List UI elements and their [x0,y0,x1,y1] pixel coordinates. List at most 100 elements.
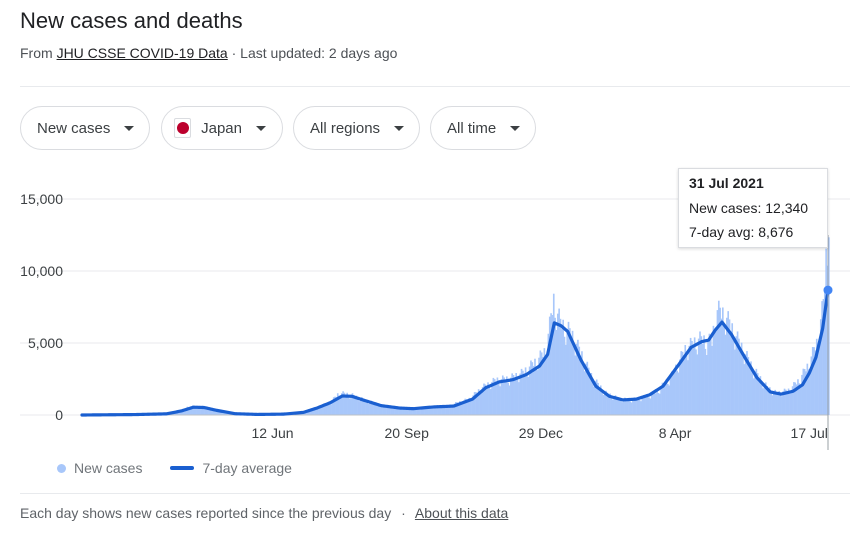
source-prefix: From [20,45,57,61]
case-bar [205,406,208,415]
case-bar [790,392,793,415]
case-bar [730,330,732,415]
case-bar [538,357,540,415]
y-tick-label: 5,000 [28,335,63,351]
country-dropdown[interactable]: Japan [161,106,283,150]
case-bar [426,406,429,415]
case-bar [555,329,558,415]
case-bar [460,403,463,415]
case-bar [441,407,444,415]
case-bar [218,410,221,415]
case-bar [374,402,377,415]
case-bar [577,339,579,415]
case-bar [766,385,768,415]
case-bar [487,382,489,415]
case-bar [452,406,454,415]
case-bar [613,396,615,415]
case-bar [406,408,409,415]
case-bar [523,373,526,415]
case-bar [617,399,619,415]
region-dropdown[interactable]: All regions [293,106,420,150]
case-bar [393,406,395,415]
case-bar [497,383,500,415]
case-bar [204,407,206,415]
x-tick-label: 20 Sep [385,425,430,441]
case-bar [488,387,491,415]
case-bar [628,398,630,415]
case-bar [634,398,637,415]
case-bar [560,329,563,415]
case-bar [598,387,601,415]
tooltip-new-cases: New cases: 12,340 [689,200,809,216]
cases-chart[interactable]: 0 5,000 10,000 15,000 12 Jun 20 Sep 29 Dec 8 Ap… [0,160,850,455]
case-bar [747,357,750,415]
case-bar [413,409,416,415]
case-bar [740,342,743,415]
case-bar [672,371,674,415]
case-bar [810,356,813,415]
time-dropdown[interactable]: All time [430,106,536,150]
case-bar [213,409,216,415]
case-bar [807,369,810,415]
case-bar [394,407,397,415]
case-bar [574,355,577,415]
metric-dropdown[interactable]: New cases [20,106,150,150]
case-bar [522,370,524,415]
case-bar [566,328,569,415]
case-bar [785,389,787,415]
case-bar [743,364,746,415]
case-bar [671,371,673,415]
case-bar [405,409,407,415]
case-bar [377,406,379,415]
case-bar [618,397,621,415]
case-bar [457,403,460,415]
case-bar [514,378,516,415]
case-bar [570,337,573,415]
case-bar [307,410,310,415]
case-bar [391,407,394,415]
legend-label-average: 7-day average [202,460,292,476]
case-bar [750,361,752,415]
case-bar [660,387,662,415]
case-bar [544,357,547,415]
case-bar [355,395,358,415]
case-bar [401,408,403,415]
case-bar [748,364,751,415]
case-bar [793,382,795,415]
case-bar [322,404,324,415]
case-bar [373,403,375,415]
case-bar [661,382,664,415]
chart-legend: New cases 7-day average [57,460,320,476]
case-bar [183,408,186,415]
case-bar [799,384,802,415]
case-bar [622,399,625,415]
case-bar [444,405,446,415]
about-data-link[interactable]: About this data [414,505,509,521]
case-bar [687,360,689,415]
case-bar [409,407,412,415]
case-bar [217,411,220,415]
case-bar [786,391,789,415]
case-bar [818,344,821,415]
region-dropdown-label: All regions [310,119,381,137]
case-bar [508,385,511,415]
source-link[interactable]: JHU CSSE COVID-19 Data [56,45,228,61]
case-bar [202,406,205,415]
case-bar [473,392,476,415]
case-bar [429,407,432,415]
case-bar [367,403,370,415]
case-bar [467,400,469,415]
case-bar [768,387,771,415]
x-tick-label: 17 Jul [791,425,828,441]
case-bar [334,396,336,415]
case-bar [198,407,201,415]
case-bar [318,405,320,415]
case-bar [174,412,177,415]
case-bar [225,412,228,415]
case-bar [535,367,538,415]
case-bar [551,315,554,415]
case-bar [683,355,685,415]
case-bar [354,397,357,415]
case-bar [649,398,652,415]
case-bar [713,331,716,415]
